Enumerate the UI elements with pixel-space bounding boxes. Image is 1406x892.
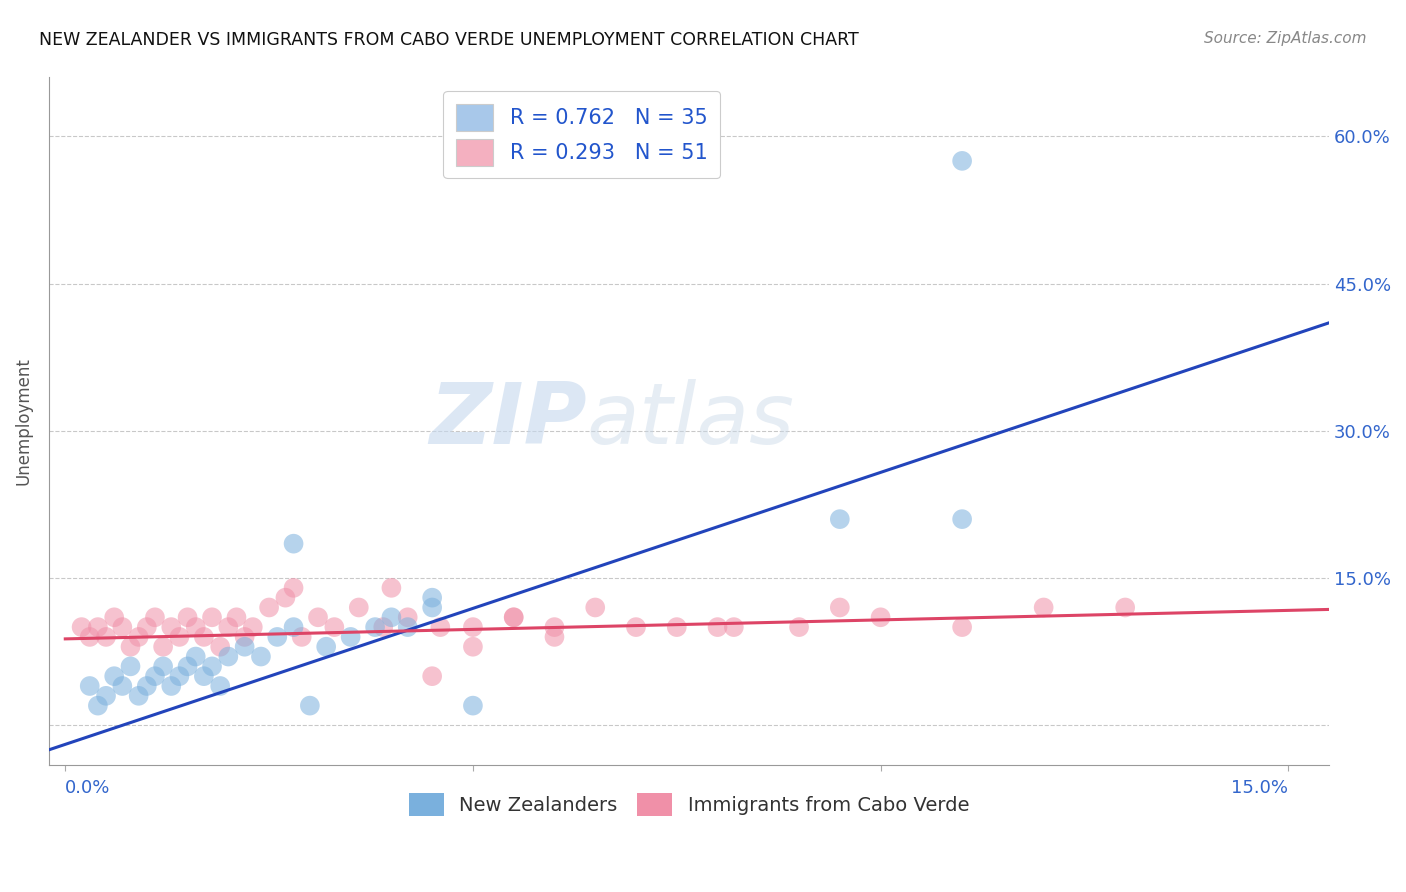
Point [1114,600,1136,615]
Point [950,153,973,168]
Point [111,620,134,634]
Point [79,630,101,644]
Point [950,512,973,526]
Point [120,659,142,673]
Point [420,600,443,615]
Point [291,630,314,644]
Point [152,640,174,654]
Point [274,591,297,605]
Point [87,698,110,713]
Point [103,669,125,683]
Point [135,620,157,634]
Point [201,610,224,624]
Point [169,630,191,644]
Point [396,620,419,634]
Point [706,620,728,634]
Point [420,669,443,683]
Text: ZIP: ZIP [429,379,586,462]
Point [283,581,305,595]
Point [217,649,239,664]
Point [1032,600,1054,615]
Point [315,640,337,654]
Point [543,620,565,634]
Point [193,630,215,644]
Point [380,581,402,595]
Point [217,620,239,634]
Point [143,669,166,683]
Point [624,620,647,634]
Point [242,620,264,634]
Point [160,620,183,634]
Point [94,689,117,703]
Point [111,679,134,693]
Point [250,649,273,664]
Point [193,669,215,683]
Point [128,630,150,644]
Point [950,620,973,634]
Point [176,610,198,624]
Point [266,630,288,644]
Point [396,610,419,624]
Point [79,679,101,693]
Text: 0.0%: 0.0% [65,780,111,797]
Point [120,640,142,654]
Point [502,610,524,624]
Point [233,630,256,644]
Point [257,600,280,615]
Point [373,620,395,634]
Point [87,620,110,634]
Point [461,698,484,713]
Point [128,689,150,703]
Point [233,640,256,654]
Point [143,610,166,624]
Point [209,640,232,654]
Point [380,610,402,624]
Point [70,620,93,634]
Point [176,659,198,673]
Point [103,610,125,624]
Point [339,630,361,644]
Point [201,659,224,673]
Point [869,610,891,624]
Point [665,620,688,634]
Point [307,610,329,624]
Point [828,512,851,526]
Point [583,600,606,615]
Text: atlas: atlas [586,379,794,462]
Point [828,600,851,615]
Point [298,698,321,713]
Point [461,640,484,654]
Y-axis label: Unemployment: Unemployment [15,357,32,485]
Legend: New Zealanders, Immigrants from Cabo Verde: New Zealanders, Immigrants from Cabo Ver… [401,786,977,823]
Text: Source: ZipAtlas.com: Source: ZipAtlas.com [1204,31,1367,46]
Point [94,630,117,644]
Point [429,620,451,634]
Point [135,679,157,693]
Text: 15.0%: 15.0% [1232,780,1288,797]
Point [364,620,387,634]
Point [152,659,174,673]
Point [543,630,565,644]
Point [160,679,183,693]
Point [209,679,232,693]
Point [420,591,443,605]
Point [323,620,346,634]
Point [184,649,207,664]
Point [225,610,247,624]
Point [169,669,191,683]
Point [283,536,305,550]
Point [461,620,484,634]
Point [283,620,305,634]
Point [347,600,370,615]
Point [502,610,524,624]
Point [723,620,745,634]
Text: NEW ZEALANDER VS IMMIGRANTS FROM CABO VERDE UNEMPLOYMENT CORRELATION CHART: NEW ZEALANDER VS IMMIGRANTS FROM CABO VE… [39,31,859,49]
Point [184,620,207,634]
Point [787,620,810,634]
